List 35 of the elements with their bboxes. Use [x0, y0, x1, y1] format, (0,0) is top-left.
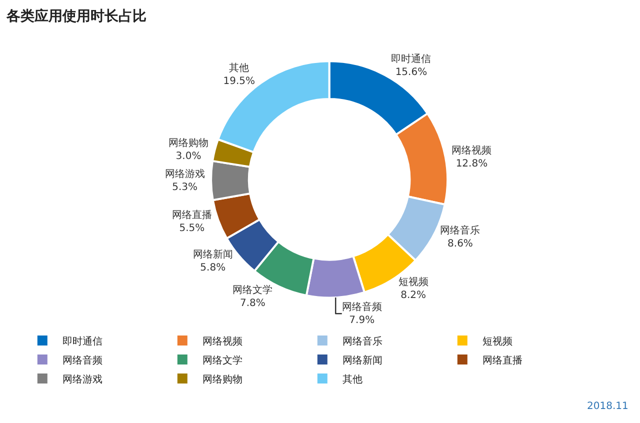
- data-label: 7.8%: [240, 298, 266, 310]
- slice-label: 其他: [229, 62, 250, 74]
- legend-label: 网络游戏: [62, 373, 102, 386]
- legend-label: 网络购物: [202, 373, 242, 386]
- legend-label: 网络音乐: [342, 335, 382, 348]
- text: 2018.11: [587, 401, 628, 412]
- legend-label: 网络新闻: [342, 354, 382, 366]
- data-label: 8.2%: [400, 290, 426, 302]
- data-label: 12.8%: [456, 158, 488, 170]
- data-label: 5.8%: [200, 262, 226, 274]
- slice-label: 网络新闻: [192, 248, 233, 261]
- slice-label: 网络游戏: [164, 168, 205, 180]
- slice-label: 即时通信: [391, 52, 432, 65]
- slice-label: 网络视频: [452, 144, 492, 156]
- data-label: 15.6%: [395, 66, 428, 78]
- legend-label: 其他: [342, 373, 362, 386]
- legend-label: 网络音频: [62, 354, 102, 366]
- data-label: 3.0%: [176, 150, 202, 162]
- chart-title: 各类应用使用时长占比: [5, 7, 146, 24]
- data-label: 7.9%: [349, 315, 375, 326]
- data-label: 8.6%: [448, 238, 473, 250]
- legend-label: 短视频: [482, 335, 512, 348]
- slice-label: 网络购物: [168, 136, 209, 149]
- legend-label: 网络文学: [202, 354, 242, 366]
- data-label: 19.5%: [223, 76, 256, 87]
- data-label: 5.5%: [179, 222, 205, 234]
- legend-label: 网络视频: [202, 335, 242, 348]
- slice-label: 短视频: [398, 276, 428, 288]
- data-label: 5.3%: [172, 182, 198, 194]
- legend-label: 网络直播: [482, 354, 522, 366]
- slice-label: 网络直播: [172, 208, 212, 221]
- slice-label: 网络音乐: [440, 224, 480, 237]
- legend-label: 即时通信: [62, 335, 102, 348]
- slice-label: 网络音频: [342, 301, 382, 314]
- slice-label: 网络文学: [232, 284, 273, 296]
